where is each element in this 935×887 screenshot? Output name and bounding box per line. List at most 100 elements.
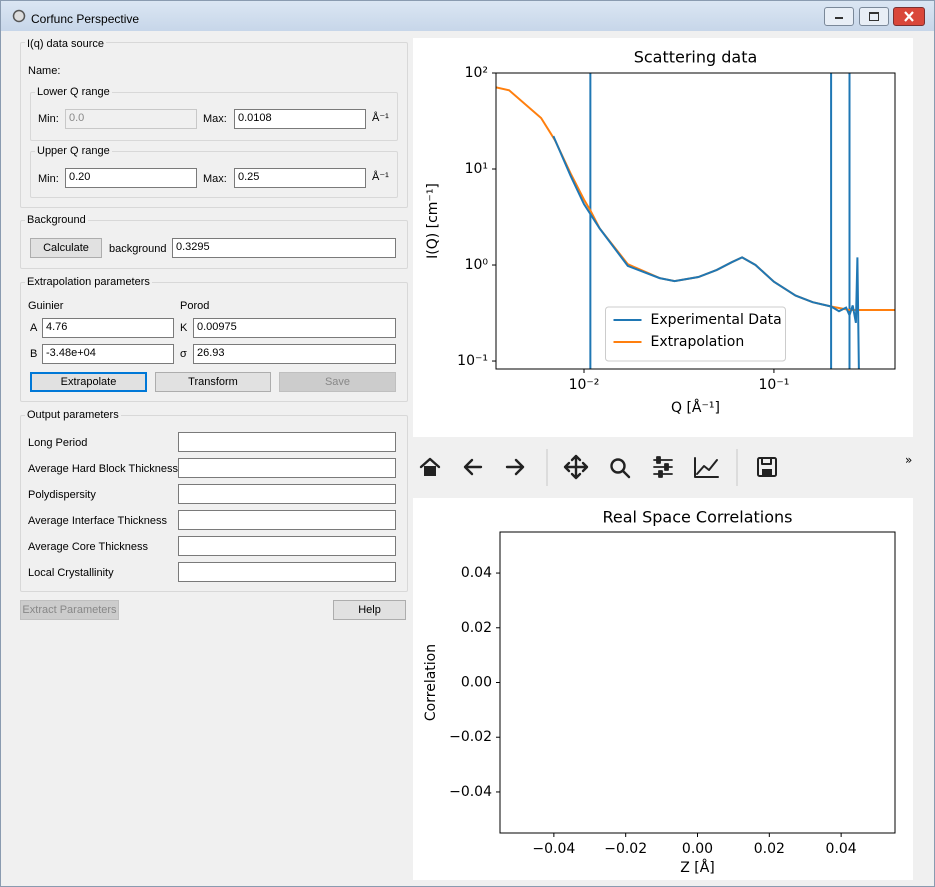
label: Local Crystallinity xyxy=(28,567,114,579)
background-group xyxy=(20,220,408,269)
y-tick-label: 10² xyxy=(465,65,488,81)
button: Extract Parameters xyxy=(20,600,119,620)
label: A xyxy=(30,322,38,334)
label: Max: xyxy=(203,113,227,125)
label: Porod xyxy=(180,300,210,312)
legend-label: Experimental Data xyxy=(651,312,782,328)
chart-title: Real Space Correlations xyxy=(603,508,793,527)
y-axis-label: I(Q) [cm⁻¹] xyxy=(425,183,441,259)
close-button[interactable] xyxy=(893,7,925,26)
label: σ xyxy=(180,348,187,360)
app-icon xyxy=(12,9,26,23)
label: Min: xyxy=(38,113,59,125)
title-bar: Corfunc Perspective xyxy=(1,1,934,31)
y-tick-label: 10¹ xyxy=(465,161,488,177)
text-input[interactable] xyxy=(178,536,396,556)
window-title: Corfunc Perspective xyxy=(31,12,140,26)
forward-icon[interactable] xyxy=(505,458,525,476)
label: K xyxy=(180,322,188,334)
maximize-button[interactable] xyxy=(859,7,889,26)
button: Save xyxy=(279,372,396,392)
minimize-button[interactable] xyxy=(824,7,854,26)
label: Max: xyxy=(203,173,227,185)
label: Polydispersity xyxy=(28,489,96,501)
x-axis-label: Z [Å] xyxy=(680,859,715,876)
x-tick-label: 0.02 xyxy=(754,841,785,857)
chart-title: Scattering data xyxy=(634,48,758,67)
text-input[interactable] xyxy=(178,458,396,478)
group-title: Background xyxy=(25,214,88,226)
text-input[interactable]: 4.76 xyxy=(42,318,174,338)
plot-toolbar: » xyxy=(419,449,912,486)
button[interactable]: Extrapolate xyxy=(30,372,147,392)
y-tick-label: 0.04 xyxy=(461,565,492,581)
text-input[interactable] xyxy=(178,432,396,452)
scattering-chart: Scattering data Q [Å⁻¹] I(Q) [cm⁻¹] 10⁻² 10⁻… xyxy=(413,38,913,437)
y-tick-label: −0.04 xyxy=(449,784,492,800)
text-input[interactable]: 0.0108 xyxy=(234,109,366,129)
lower-q-group xyxy=(30,92,398,141)
group-title: Lower Q range xyxy=(35,86,112,98)
x-tick-label: 10⁻¹ xyxy=(759,377,790,393)
text-input[interactable]: 0.25 xyxy=(234,168,366,188)
x-tick-label: 10⁻² xyxy=(569,377,600,393)
group-title: Upper Q range xyxy=(35,145,112,157)
x-tick-label: 0.00 xyxy=(682,841,713,857)
save-icon[interactable] xyxy=(757,457,777,477)
label: B xyxy=(30,348,38,360)
y-tick-label: 0.02 xyxy=(461,620,492,636)
toolbar-overflow[interactable]: » xyxy=(905,453,912,467)
y-axis-label: Correlation xyxy=(423,644,439,721)
text-input[interactable] xyxy=(178,562,396,582)
edit-axis-icon[interactable] xyxy=(694,457,719,478)
text-input[interactable]: 0.00975 xyxy=(193,318,396,338)
extrapolation-group xyxy=(20,282,408,402)
unit: Å⁻¹ xyxy=(372,171,389,183)
label: Average Hard Block Thickness xyxy=(28,463,178,475)
text-input: 0.0 xyxy=(65,109,197,129)
unit: Å⁻¹ xyxy=(372,112,389,124)
text-input[interactable]: 0.3295 xyxy=(172,238,396,258)
y-tick-label: −0.02 xyxy=(449,729,492,745)
series-line xyxy=(552,135,860,369)
label: Min: xyxy=(38,173,59,185)
text-input[interactable]: -3.48e+04 xyxy=(42,344,174,364)
x-tick-label: 0.04 xyxy=(826,841,857,857)
x-tick-label: −0.02 xyxy=(604,841,647,857)
axes-frame xyxy=(495,72,896,370)
axes-frame xyxy=(499,531,896,834)
text-input[interactable]: 0.20 xyxy=(65,168,197,188)
label: Average Core Thickness xyxy=(28,541,149,553)
label: Name: xyxy=(28,65,61,77)
upper-q-group xyxy=(30,151,398,198)
text-input[interactable] xyxy=(178,510,396,530)
button[interactable]: Help xyxy=(333,600,406,620)
x-tick-label: −0.04 xyxy=(532,841,575,857)
label: Long Period xyxy=(28,437,88,449)
label: Average Interface Thickness xyxy=(28,515,168,527)
label: background xyxy=(109,243,167,255)
x-axis-label: Q [Å⁻¹] xyxy=(671,399,720,416)
y-tick-label: 0.00 xyxy=(461,675,492,691)
plot-area xyxy=(496,73,895,369)
button[interactable]: Transform xyxy=(155,372,271,392)
text-input[interactable] xyxy=(178,484,396,504)
group-title: I(q) data source xyxy=(25,38,107,50)
button[interactable]: Calculate xyxy=(30,238,102,258)
y-tick-label: 10⁰ xyxy=(465,257,489,273)
y-tick-label: 10⁻¹ xyxy=(457,353,488,369)
output-group xyxy=(20,415,408,592)
label: Guinier xyxy=(28,300,64,312)
text-input[interactable]: 26.93 xyxy=(193,344,396,364)
pan-icon[interactable] xyxy=(563,454,589,480)
back-icon[interactable] xyxy=(463,458,483,476)
group-title: Extrapolation parameters xyxy=(25,276,152,288)
zoom-icon[interactable] xyxy=(610,458,631,479)
legend-label: Extrapolation xyxy=(651,334,745,350)
home-icon[interactable] xyxy=(419,457,441,476)
configure-icon[interactable] xyxy=(653,456,673,478)
legend-box xyxy=(605,306,786,362)
group-title: Output parameters xyxy=(25,409,121,421)
